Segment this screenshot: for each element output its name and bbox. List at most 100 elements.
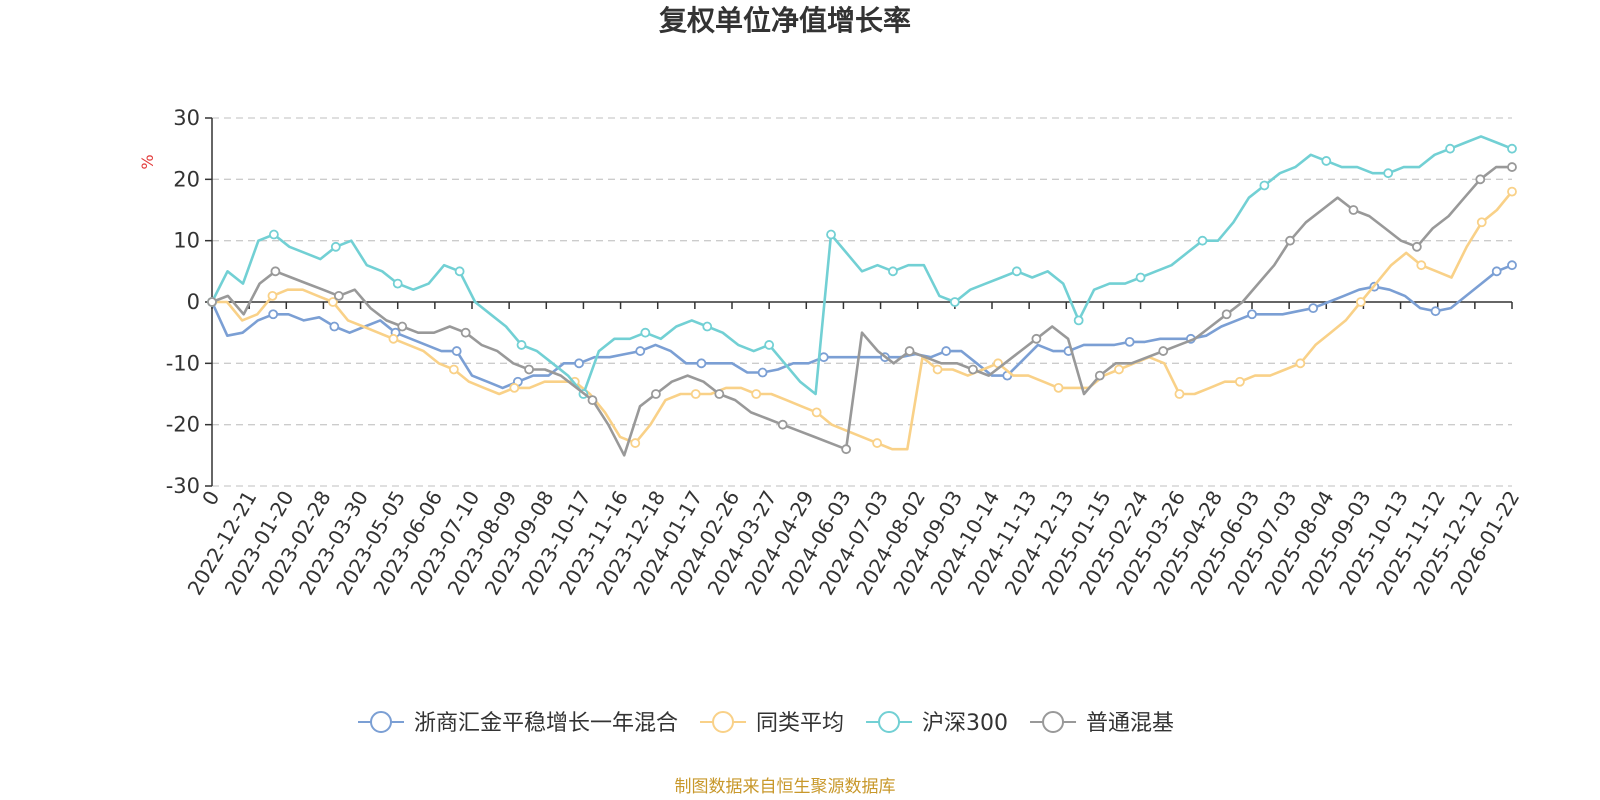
series-point-0 bbox=[574, 358, 584, 369]
series-point-2 bbox=[1507, 143, 1517, 154]
series-point-2 bbox=[1321, 156, 1332, 166]
legend-marker bbox=[712, 711, 735, 733]
y-tick-label: 10 bbox=[173, 229, 200, 253]
series-point-2 bbox=[1197, 235, 1208, 246]
gridlines bbox=[212, 117, 1512, 487]
legend-label: 普通混基 bbox=[1086, 711, 1174, 736]
series-point-2 bbox=[702, 321, 713, 332]
series-point-2 bbox=[1135, 272, 1146, 283]
series-point-3 bbox=[1411, 241, 1422, 252]
series-point-0 bbox=[818, 352, 829, 363]
series-point-1 bbox=[328, 297, 338, 307]
legend-item-3[interactable]: 普通混基 bbox=[1030, 711, 1174, 736]
series-point-1 bbox=[1507, 186, 1517, 197]
legend-marker bbox=[1042, 711, 1065, 733]
series-point-2 bbox=[949, 297, 960, 307]
series-point-2 bbox=[392, 278, 403, 289]
x-tick-label: 0 bbox=[197, 487, 224, 510]
series-point-1 bbox=[690, 389, 701, 399]
series-point-1 bbox=[1295, 358, 1306, 369]
series-point-2 bbox=[454, 266, 465, 277]
series-point-3 bbox=[1031, 333, 1042, 344]
series-point-0 bbox=[1491, 266, 1502, 277]
series-point-3 bbox=[1221, 309, 1232, 320]
series-point-0 bbox=[941, 346, 952, 356]
series-point-3 bbox=[1475, 174, 1486, 185]
series-point-1 bbox=[1235, 376, 1245, 387]
series-point-3 bbox=[714, 389, 725, 399]
y-tick-label: 20 bbox=[173, 167, 200, 191]
series-point-3 bbox=[1285, 235, 1295, 246]
series-point-3 bbox=[270, 266, 281, 277]
series-point-3 bbox=[1158, 346, 1169, 356]
series-point-3 bbox=[460, 327, 471, 338]
series-point-2 bbox=[330, 241, 341, 252]
series-point-0 bbox=[696, 358, 707, 369]
y-tick-label: 30 bbox=[173, 106, 200, 130]
series-point-2 bbox=[1011, 266, 1022, 277]
series-point-3 bbox=[1094, 370, 1105, 381]
legend[interactable]: 浙商汇金平稳增长一年混合 同类平均 沪深300 普通混基 bbox=[358, 711, 1174, 736]
series-point-0 bbox=[329, 321, 340, 332]
legend-marker bbox=[878, 711, 901, 733]
series-point-2 bbox=[640, 327, 651, 338]
series-point-0 bbox=[635, 346, 646, 356]
series-point-1 bbox=[509, 382, 520, 393]
chart-title: 复权单位净值增长率 bbox=[659, 4, 911, 37]
series-point-1 bbox=[267, 290, 278, 301]
series-point-3 bbox=[1507, 162, 1517, 172]
y-axis-unit: % bbox=[138, 154, 157, 169]
series-point-3 bbox=[524, 364, 534, 375]
series-point-3 bbox=[651, 389, 661, 399]
series-point-0 bbox=[451, 346, 462, 356]
series-lines bbox=[207, 135, 1517, 457]
series-point-1 bbox=[388, 333, 399, 344]
series-point-1 bbox=[1355, 297, 1366, 307]
y-tick-label: -30 bbox=[166, 474, 200, 498]
series-line-0 bbox=[210, 263, 1513, 390]
series-point-3 bbox=[587, 395, 598, 406]
series-point-1 bbox=[1476, 217, 1487, 228]
series-point-2 bbox=[1259, 180, 1270, 191]
data-source-note: 制图数据来自恒生聚源数据库 bbox=[675, 777, 896, 797]
series-point-1 bbox=[1053, 382, 1064, 393]
series-point-1 bbox=[872, 438, 883, 448]
series-point-3 bbox=[207, 297, 217, 307]
series-point-0 bbox=[268, 309, 279, 320]
series-point-3 bbox=[397, 321, 408, 332]
series-point-1 bbox=[1174, 389, 1185, 399]
series-point-1 bbox=[811, 407, 822, 418]
series-point-1 bbox=[1114, 364, 1124, 375]
series-line-3 bbox=[211, 165, 1512, 457]
series-point-0 bbox=[1247, 309, 1257, 320]
series-point-3 bbox=[777, 419, 788, 430]
series-point-2 bbox=[1073, 315, 1084, 326]
y-tick-label: -10 bbox=[166, 351, 200, 375]
series-point-2 bbox=[888, 266, 898, 277]
series-point-1 bbox=[751, 389, 762, 399]
legend-item-2[interactable]: 沪深300 bbox=[866, 711, 1008, 736]
series-point-0 bbox=[1124, 336, 1135, 347]
legend-item-1[interactable]: 同类平均 bbox=[700, 711, 844, 736]
series-point-0 bbox=[1507, 260, 1517, 271]
series-point-0 bbox=[757, 367, 768, 378]
series-point-2 bbox=[826, 229, 836, 240]
legend-item-0[interactable]: 浙商汇金平稳增长一年混合 bbox=[358, 711, 678, 736]
series-point-2 bbox=[1383, 168, 1394, 179]
series-point-1 bbox=[448, 364, 459, 375]
series-line-2 bbox=[210, 135, 1513, 396]
series-point-1 bbox=[1416, 260, 1427, 271]
series-point-2 bbox=[516, 340, 527, 350]
legend-marker bbox=[370, 711, 392, 733]
legend-label: 浙商汇金平稳增长一年混合 bbox=[414, 711, 678, 736]
y-tick-label: 0 bbox=[187, 290, 200, 314]
series-point-1 bbox=[630, 438, 641, 448]
series-point-3 bbox=[904, 346, 915, 356]
series-point-3 bbox=[968, 364, 978, 375]
legend-label: 同类平均 bbox=[756, 711, 844, 736]
series-point-2 bbox=[1445, 143, 1455, 154]
series-point-2 bbox=[764, 340, 775, 350]
y-tick-label: -20 bbox=[166, 413, 200, 437]
